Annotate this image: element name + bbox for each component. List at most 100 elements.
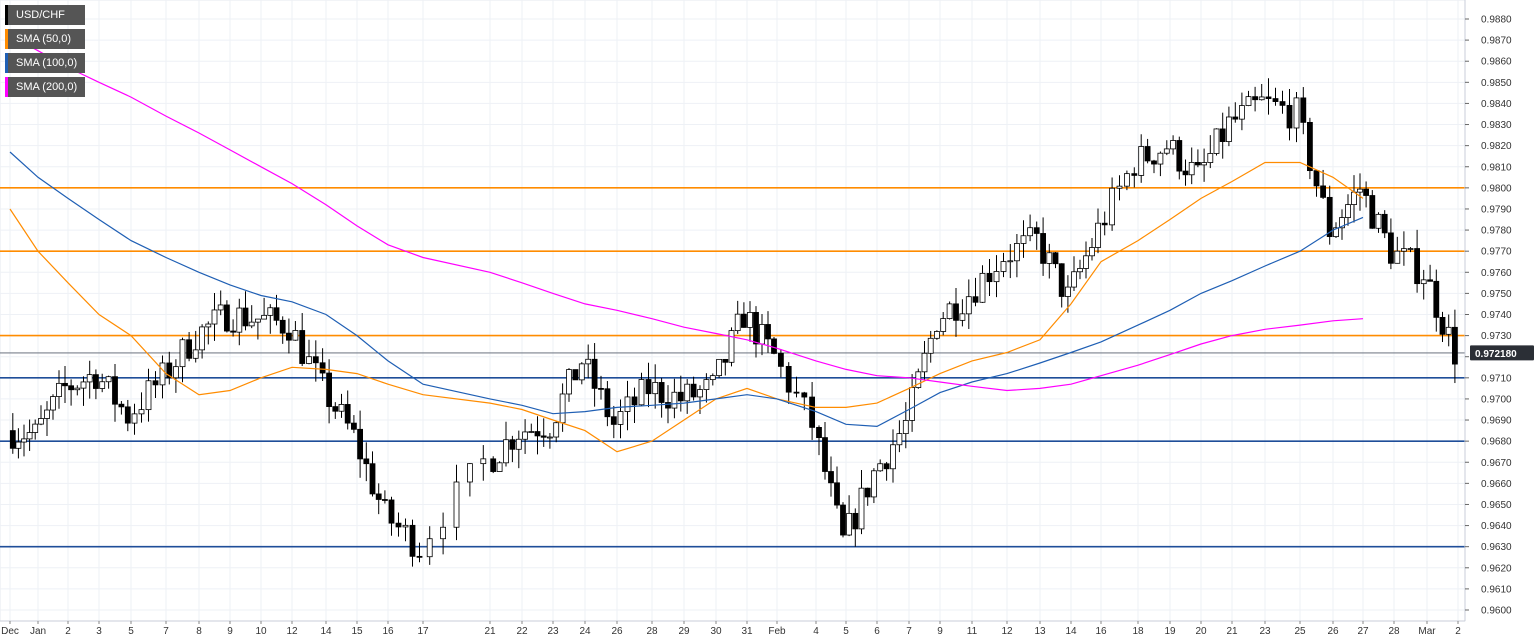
candle-body (1207, 153, 1214, 163)
candle-body (1345, 204, 1351, 218)
x-tick-label: 22 (516, 626, 528, 637)
candle-body (236, 307, 243, 333)
x-tick-label: 16 (1095, 626, 1107, 637)
candle-body (559, 393, 566, 424)
x-axis: Dec Jan 2 3 5 7 8 9 10 12 14 15 16 17 21 22 23 24 26 28 29 30… (0, 620, 1465, 637)
candle-body (326, 372, 333, 407)
legend-swatch-sma200 (5, 77, 8, 97)
candle-body (357, 428, 364, 460)
candle-body (267, 307, 274, 316)
candle-body (528, 431, 535, 433)
y-tick-label: 0.9840 (1481, 99, 1512, 110)
candle-body (409, 524, 416, 557)
candle-body (665, 402, 671, 409)
candle-body (765, 324, 771, 340)
candle-body (1226, 116, 1232, 142)
x-tick-label: 4 (813, 626, 819, 637)
y-tick-label: 0.9680 (1481, 437, 1512, 448)
candle-body (1401, 248, 1407, 252)
candle-body (1020, 235, 1027, 244)
candle-body (852, 512, 859, 530)
candle-body (490, 458, 497, 472)
candle-body (74, 387, 81, 391)
x-tick-label: 26 (1327, 626, 1339, 637)
legend-item-sma200[interactable]: SMA (200,0) (5, 77, 86, 97)
candle-body (50, 396, 56, 411)
candle-body (166, 362, 173, 379)
x-tick-label: 9 (227, 626, 233, 637)
candle-body (138, 409, 145, 415)
x-tick-label: 14 (1065, 626, 1077, 637)
y-tick-label: 0.9880 (1481, 15, 1512, 26)
candle-body (1258, 96, 1265, 101)
candle-body (671, 391, 678, 409)
candle-body (124, 406, 131, 424)
x-tick-label: 23 (547, 626, 559, 637)
candle-body (965, 296, 972, 315)
candle-body (1027, 227, 1033, 237)
candle-body (1138, 146, 1145, 176)
candle-body (1439, 316, 1446, 335)
candle-body (1286, 104, 1293, 129)
y-tick-label: 0.9640 (1481, 521, 1512, 532)
y-tick-label: 0.9730 (1481, 331, 1512, 342)
legend-swatch-usdchf (5, 5, 8, 25)
y-tick-label: 0.9710 (1481, 373, 1512, 384)
x-tick-label: 5 (128, 626, 134, 637)
x-tick-label: 30 (710, 626, 722, 637)
candle-body (242, 307, 249, 327)
candle-body (1320, 185, 1326, 198)
candle-body (172, 366, 179, 379)
candle-body (1232, 116, 1239, 120)
candle-body (306, 356, 312, 364)
candle-body (1293, 97, 1300, 129)
candle-body (979, 272, 986, 303)
candle-body (1077, 268, 1083, 273)
candle-body (159, 362, 166, 386)
candle-body (793, 391, 800, 394)
legend-item-sma100[interactable]: SMA (100,0) (5, 53, 86, 73)
y-tick-label: 0.9800 (1481, 183, 1512, 194)
legend-item-sma50[interactable]: SMA (50,0) (5, 29, 86, 49)
y-tick-label: 0.9670 (1481, 458, 1512, 469)
candle-body (785, 365, 792, 393)
y-tick-label: 0.9850 (1481, 78, 1512, 89)
y-tick-label: 0.9690 (1481, 416, 1512, 427)
candle-body (1131, 173, 1138, 176)
legend: USD/CHF SMA (50,0) SMA (100,0) SMA (200,… (5, 5, 86, 101)
candle-body (722, 358, 729, 363)
candle-body (118, 403, 125, 408)
candle-body (509, 439, 516, 450)
legend-item-usdchf[interactable]: USD/CHF (5, 5, 86, 25)
candle-body (1170, 140, 1176, 150)
candle-body (131, 413, 138, 424)
candle-body (21, 438, 27, 443)
x-tick-label: 8 (196, 626, 202, 637)
candle-body (1065, 286, 1071, 297)
candle-body (152, 380, 159, 386)
candle-body (15, 441, 22, 449)
candle-body (959, 313, 966, 321)
candle-body (1157, 152, 1164, 165)
candle-body (1394, 250, 1401, 264)
x-tick-label: 5 (843, 626, 849, 637)
candle-body (9, 430, 16, 449)
candle-body (1407, 248, 1414, 250)
candle-body (1033, 227, 1040, 234)
candle-body (86, 374, 93, 383)
candle-body (319, 362, 326, 374)
legend-label-sma100: SMA (100,0) (16, 57, 78, 69)
candle-body (1272, 98, 1279, 102)
x-tick-label: 10 (255, 626, 267, 637)
candle-body (56, 382, 62, 397)
candle-body (716, 358, 722, 377)
candle-body (332, 406, 339, 412)
candle-body (44, 409, 50, 419)
candle-body (1279, 101, 1286, 106)
x-tick-label: 15 (351, 626, 363, 637)
x-tick-label: 13 (1034, 626, 1046, 637)
legend-label-usdchf: USD/CHF (16, 9, 65, 21)
x-tick-label: 26 (611, 626, 623, 637)
x-tick-label: 24 (579, 626, 591, 637)
